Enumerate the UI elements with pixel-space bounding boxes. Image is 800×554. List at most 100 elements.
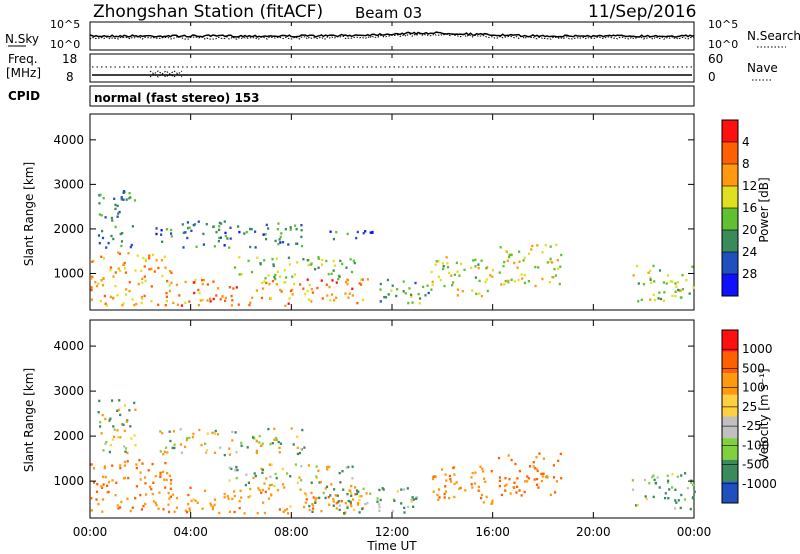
heatmap-cell xyxy=(315,465,318,468)
freq-label: Freq. xyxy=(8,52,38,66)
heatmap-cell xyxy=(254,246,257,249)
heatmap-cell xyxy=(674,488,677,491)
heatmap-cell xyxy=(150,267,153,271)
heatmap-cell xyxy=(190,499,193,503)
heatmap-cell xyxy=(114,494,117,497)
heatmap-cell xyxy=(679,506,682,510)
heatmap-cell xyxy=(200,443,203,447)
heatmap-cell xyxy=(348,292,351,295)
heatmap-cell xyxy=(173,510,176,513)
heatmap-cell xyxy=(159,430,162,433)
heatmap-cell xyxy=(450,274,453,277)
heatmap-cell xyxy=(147,469,150,472)
heatmap-cell xyxy=(541,251,544,254)
heatmap-cell xyxy=(90,286,93,289)
heatmap-cell xyxy=(250,228,253,231)
heatmap-cell xyxy=(332,237,335,241)
heatmap-cell xyxy=(455,481,458,484)
heatmap-cell xyxy=(652,495,655,499)
x-tick-label: 08:00 xyxy=(274,525,309,539)
heatmap-cell xyxy=(664,492,667,495)
heatmap-cell xyxy=(530,248,533,251)
heatmap-cell xyxy=(352,259,355,262)
heatmap-cell xyxy=(104,475,107,479)
heatmap-cell xyxy=(268,484,271,487)
heatmap-cell xyxy=(219,236,222,239)
heatmap-cell xyxy=(637,300,640,303)
heatmap-cell xyxy=(326,465,329,469)
heatmap-cell xyxy=(358,511,361,514)
heatmap-cell xyxy=(296,435,299,438)
heatmap-cell xyxy=(123,464,126,467)
heatmap-cell xyxy=(107,480,111,484)
heatmap-cell xyxy=(118,210,121,214)
heatmap-cell xyxy=(338,504,341,507)
heatmap-cell xyxy=(289,226,292,229)
heatmap-cell xyxy=(527,280,530,283)
heatmap-cell xyxy=(160,229,163,232)
heatmap-cell xyxy=(114,203,117,207)
heatmap-cell xyxy=(185,438,188,442)
heatmap-cell xyxy=(261,442,264,445)
heatmap-cell xyxy=(184,301,187,304)
nsearch-tick-top: 10^5 xyxy=(708,18,738,31)
colorbar-swatch xyxy=(722,394,738,417)
heatmap-cell xyxy=(148,257,151,260)
heatmap-cell xyxy=(288,297,291,300)
heatmap-cell xyxy=(246,446,249,449)
heatmap-cell xyxy=(444,490,448,493)
heatmap-cell xyxy=(305,494,308,497)
heatmap-cell xyxy=(473,482,477,485)
heatmap-cell xyxy=(652,264,655,268)
heatmap-cell xyxy=(338,275,341,278)
heatmap-cell xyxy=(163,478,166,481)
heatmap-cell xyxy=(358,495,361,498)
heatmap-cell xyxy=(287,302,290,305)
x-tick-label: 00:00 xyxy=(677,525,712,539)
time-xlabel: Time UT xyxy=(366,539,417,553)
heatmap-cell xyxy=(165,446,168,449)
heatmap-cell xyxy=(249,494,252,498)
heatmap-cell xyxy=(231,430,234,434)
heatmap-cell xyxy=(139,471,142,474)
heatmap-cell xyxy=(103,465,106,468)
heatmap-cell xyxy=(265,223,268,227)
heatmap-cell xyxy=(243,512,246,515)
heatmap-cell xyxy=(424,294,427,297)
heatmap-cell xyxy=(155,504,158,507)
heatmap-cell xyxy=(223,453,226,457)
heatmap-cell xyxy=(120,240,124,243)
heatmap-cell xyxy=(123,267,127,270)
heatmap-cell xyxy=(126,460,129,463)
heatmap-cell xyxy=(339,481,342,484)
heatmap-cell xyxy=(169,487,172,490)
heatmap-cell xyxy=(168,497,171,500)
heatmap-cell xyxy=(435,260,438,263)
heatmap-cell xyxy=(269,475,272,478)
heatmap-cell xyxy=(315,476,319,480)
heatmap-cell xyxy=(258,489,261,492)
colorbar-swatch xyxy=(722,438,738,460)
heatmap-cell xyxy=(271,257,274,261)
heatmap-cell xyxy=(109,443,112,447)
heatmap-cell xyxy=(247,259,250,263)
heatmap-cell xyxy=(168,430,171,433)
heatmap-cell xyxy=(215,230,218,234)
heatmap-cell xyxy=(262,233,265,236)
heatmap-cell xyxy=(307,263,310,267)
y-tick-label: 1000 xyxy=(53,474,84,488)
colorbar-tick-label: -1000 xyxy=(742,477,777,491)
heatmap-cell xyxy=(165,478,168,482)
heatmap-cell xyxy=(376,497,379,500)
heatmap-cell xyxy=(671,280,674,283)
station-title: Zhongshan Station (fitACF) xyxy=(93,2,323,22)
heatmap-cell xyxy=(244,483,247,487)
heatmap-cell xyxy=(403,488,406,491)
heatmap-cell xyxy=(252,476,255,480)
heatmap-cell xyxy=(175,506,178,509)
heatmap-cell xyxy=(680,493,683,497)
heatmap-cell xyxy=(520,273,523,276)
heatmap-cell xyxy=(120,244,123,248)
heatmap-cell xyxy=(354,493,357,496)
heatmap-cell xyxy=(251,296,254,299)
